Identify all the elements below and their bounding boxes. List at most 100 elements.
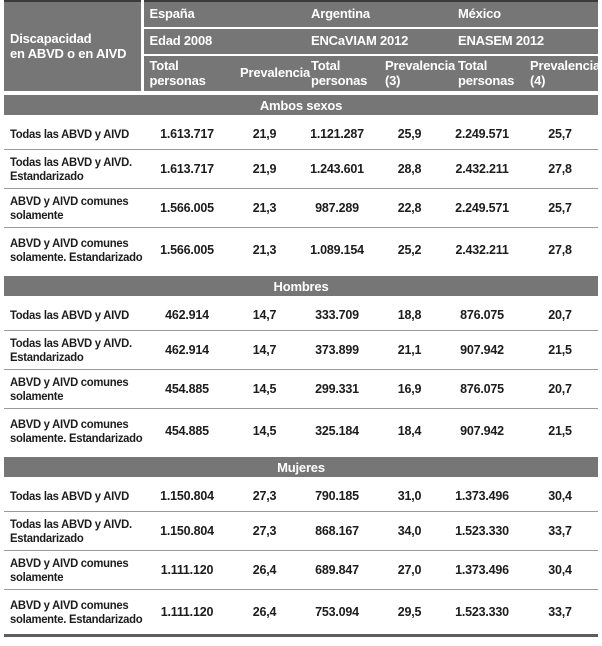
cell-mexico-total: 876.075 <box>442 298 523 331</box>
cell-argentina-prevalencia: 21,1 <box>377 330 443 370</box>
cell-argentina-prevalencia: 18,4 <box>397 423 422 438</box>
survey-header-mexico: ENASEM 2012 <box>442 28 599 56</box>
subheader-argentina-total: Total personas <box>297 55 378 95</box>
cell-espana-total: 1.111.120 <box>142 550 232 590</box>
cell-mexico-total: 907.942 <box>442 330 523 370</box>
cell-mexico-total: 2.249.571 <box>442 188 523 228</box>
subheader-mexico-total: Total personas <box>442 55 523 95</box>
row-label: ABVD y AIVD comunes solamente <box>4 550 142 590</box>
cell-argentina-prevalencia: 34,0 <box>377 511 443 551</box>
section-header-ambos-sexos: Ambos sexos <box>4 91 599 119</box>
cell-argentina-prevalencia: 27,0 <box>377 550 443 590</box>
cell-argentina-total: 868.167 <box>297 511 378 551</box>
cell-argentina-total: 1.243.601 <box>297 149 378 189</box>
cell-argentina-total: 325.184 <box>315 423 359 438</box>
row-label: ABVD y AIVD comunes solamente. Estandari… <box>10 235 143 264</box>
cell-espana-total: 454.885 <box>142 369 232 409</box>
cell-argentina-total: 299.331 <box>297 369 378 409</box>
row-label: ABVD y AIVD comunes solamente <box>4 369 142 409</box>
row-label: Todas las ABVD y AIVD. Estandarizado <box>4 149 142 189</box>
corner-header-line1: Discapacidad <box>10 30 92 46</box>
row-label: Todas las ABVD y AIVD <box>4 298 142 331</box>
cell-espana-total: 1.566.005 <box>160 242 214 257</box>
cell-argentina-prevalencia: 28,8 <box>377 149 443 189</box>
cell-mexico-prevalencia: 21,5 <box>522 330 599 370</box>
cell-espana-total: 454.885 <box>165 423 209 438</box>
cell-espana-prevalencia: 14,5 <box>252 423 277 438</box>
survey-header-espana: Edad 2008 <box>142 28 298 56</box>
section-header-hombres: Hombres <box>4 272 599 300</box>
cell-espana-total: 1.111.120 <box>142 589 232 637</box>
cell-argentina-prevalencia: 18,8 <box>377 298 443 331</box>
cell-argentina-prevalencia: 31,0 <box>377 479 443 512</box>
cell-argentina-total: 1.121.287 <box>297 117 378 150</box>
row-label: Todas las ABVD y AIVD. Estandarizado <box>4 330 142 370</box>
row-label: Todas las ABVD y AIVD <box>4 117 142 150</box>
cell-mexico-prevalencia: 27,8 <box>548 242 572 257</box>
cell-argentina-prevalencia: 25,9 <box>377 117 443 150</box>
cell-mexico-prevalencia: 33,7 <box>522 511 599 551</box>
cell-argentina-prevalencia: 25,2 <box>397 242 422 257</box>
row-label: ABVD y AIVD comunes solamente. Estandari… <box>10 416 143 445</box>
cell-mexico-prevalencia: 27,8 <box>522 149 599 189</box>
subheader-espana-prevalencia: Prevalencia <box>232 55 310 95</box>
cell-mexico-total: 2.249.571 <box>442 117 523 150</box>
cell-mexico-prevalencia: 30,4 <box>522 479 599 512</box>
cell-espana-total: 1.150.804 <box>142 479 232 512</box>
cell-mexico-total: 1.523.330 <box>442 511 523 551</box>
cell-mexico-prevalencia: 30,4 <box>522 550 599 590</box>
cell-mexico-total: 2.432.211 <box>455 242 509 257</box>
cell-mexico-total: 1.523.330 <box>442 589 523 637</box>
corner-header: Discapacidad en ABVD o en AIVD <box>4 1 144 95</box>
cell-espana-prevalencia: 26,4 <box>232 589 298 637</box>
cell-argentina-total: 987.289 <box>297 188 378 228</box>
column-header-argentina: Argentina <box>297 1 443 29</box>
column-header-mexico: México <box>442 1 599 29</box>
cell-mexico-prevalencia: 20,7 <box>522 298 599 331</box>
cell-mexico-total: 1.373.496 <box>442 479 523 512</box>
cell-espana-prevalencia: 14,5 <box>232 369 298 409</box>
cell-mexico-prevalencia: 21,5 <box>548 423 572 438</box>
cell-argentina-total: 753.094 <box>297 589 378 637</box>
cell-mexico-prevalencia: 33,7 <box>522 589 599 637</box>
column-header-espana: España <box>142 1 298 29</box>
cell-argentina-prevalencia: 22,8 <box>377 188 443 228</box>
corner-header-line2: en ABVD o en AIVD <box>10 45 127 61</box>
cell-mexico-total: 1.373.496 <box>442 550 523 590</box>
cell-espana-prevalencia: 21,3 <box>252 242 277 257</box>
cell-argentina-prevalencia: 29,5 <box>377 589 443 637</box>
cell-mexico-total: 2.432.211 <box>442 149 523 189</box>
row-label: ABVD y AIVD comunes solamente <box>4 188 142 228</box>
cell-espana-total: 1.566.005 <box>142 188 232 228</box>
cell-espana-prevalencia: 21,9 <box>232 149 298 189</box>
cell-argentina-total: 790.185 <box>297 479 378 512</box>
cell-mexico-total: 876.075 <box>442 369 523 409</box>
row-label: ABVD y AIVD comunes solamente. Estandari… <box>4 589 143 637</box>
cell-argentina-prevalencia: 16,9 <box>377 369 443 409</box>
cell-espana-prevalencia: 21,9 <box>232 117 298 150</box>
cell-espana-prevalencia: 14,7 <box>232 298 298 331</box>
section-header-mujeres: Mujeres <box>4 453 599 481</box>
subheader-argentina-prevalencia: Prevalencia (3) <box>377 55 455 95</box>
cell-mexico-prevalencia: 20,7 <box>522 369 599 409</box>
subheader-espana-total: Total personas <box>142 55 232 95</box>
cell-espana-prevalencia: 26,4 <box>232 550 298 590</box>
cell-espana-prevalencia: 27,3 <box>232 479 298 512</box>
cell-espana-total: 1.613.717 <box>142 117 232 150</box>
cell-mexico-prevalencia: 25,7 <box>522 117 599 150</box>
cell-espana-total: 462.914 <box>142 298 232 331</box>
cell-mexico-total: 907.942 <box>460 423 504 438</box>
cell-argentina-total: 333.709 <box>297 298 378 331</box>
cell-espana-total: 1.613.717 <box>142 149 232 189</box>
cell-espana-total: 1.150.804 <box>142 511 232 551</box>
cell-espana-prevalencia: 14,7 <box>232 330 298 370</box>
row-label: Todas las ABVD y AIVD <box>4 479 142 512</box>
cell-mexico-prevalencia: 25,7 <box>522 188 599 228</box>
cell-espana-prevalencia: 27,3 <box>232 511 298 551</box>
disability-prevalence-table: Discapacidad en ABVD o en AIVD España Ar… <box>4 0 600 637</box>
row-label: Todas las ABVD y AIVD. Estandarizado <box>4 511 142 551</box>
cell-argentina-total: 373.899 <box>297 330 378 370</box>
cell-argentina-total: 689.847 <box>297 550 378 590</box>
cell-espana-total: 462.914 <box>142 330 232 370</box>
survey-header-argentina: ENCaVIAM 2012 <box>297 28 443 56</box>
